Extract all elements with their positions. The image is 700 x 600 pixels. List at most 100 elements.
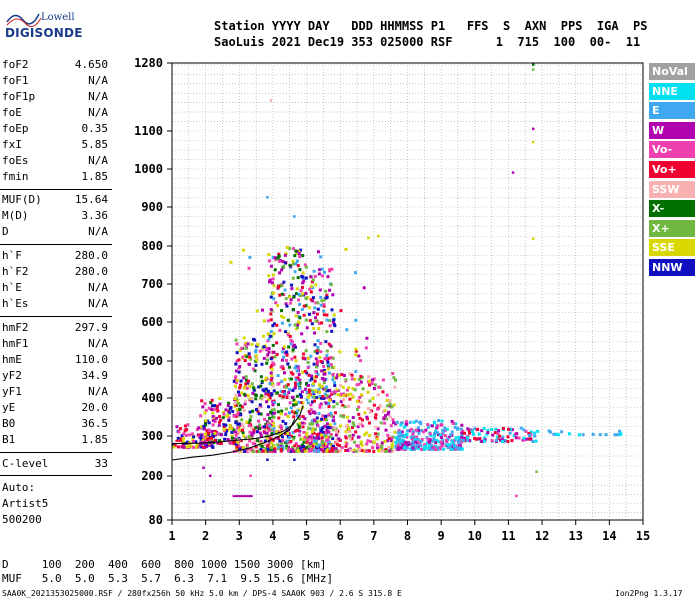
echo-point — [355, 407, 359, 411]
echo-point — [320, 376, 324, 380]
echo-point — [350, 377, 354, 381]
param-value: N/A — [88, 337, 108, 350]
echo-point — [256, 425, 260, 429]
echo-point — [318, 443, 322, 447]
echo-point — [318, 405, 322, 409]
echo-point — [248, 410, 252, 414]
param-name: hmF1 — [2, 337, 29, 350]
param-row: foEs N/A — [2, 154, 108, 170]
echo-point — [261, 348, 265, 352]
echo-point — [262, 345, 266, 349]
echo-point — [227, 409, 231, 413]
echo-point — [304, 276, 308, 280]
echo-point — [405, 422, 409, 426]
echo-point — [304, 446, 308, 450]
param-row: h`E N/A — [2, 281, 108, 297]
echo-point — [332, 415, 336, 419]
echo-point — [351, 395, 355, 399]
echo-point — [330, 449, 334, 453]
param-row: hmF2 297.9 — [2, 321, 108, 337]
echo-point — [522, 436, 526, 440]
echo-point — [182, 436, 186, 440]
echo-point — [194, 440, 198, 444]
echo-point — [260, 397, 264, 401]
echo-point — [450, 419, 454, 423]
echo-point — [313, 331, 317, 335]
echo-point — [255, 309, 259, 313]
echo-point — [496, 435, 500, 439]
echo-point — [280, 358, 284, 362]
echo-point — [327, 363, 331, 367]
echo-point — [351, 421, 355, 425]
echo-point — [434, 431, 438, 435]
echo-point — [273, 256, 277, 260]
echo-point — [197, 426, 201, 430]
echo-point — [298, 415, 302, 419]
echo-point — [296, 276, 300, 280]
echo-point — [217, 423, 221, 427]
echo-point — [434, 447, 438, 451]
echo-point — [221, 410, 225, 414]
echo-point — [314, 316, 318, 320]
echo-point — [313, 427, 317, 431]
header-row-labels: Station YYYY DAY DDD HHMMSS P1 FFS S AXN… — [214, 19, 648, 33]
y-tick-label: 900 — [141, 200, 163, 214]
echo-point — [250, 396, 254, 400]
echo-point — [230, 440, 234, 444]
echo-point — [310, 448, 314, 452]
echo-point — [384, 428, 388, 432]
echo-point — [311, 427, 315, 431]
echo-point — [405, 435, 409, 439]
param-name: foF1p — [2, 90, 36, 103]
echo-point — [279, 447, 283, 451]
echo-point — [313, 274, 317, 278]
echo-point — [389, 447, 393, 451]
echo-point — [243, 449, 247, 453]
param-name: h`F — [2, 249, 22, 262]
echo-point — [450, 430, 454, 434]
echo-point — [268, 424, 272, 428]
echo-point — [248, 255, 252, 259]
echo-point — [251, 441, 255, 445]
echo-point — [411, 432, 415, 436]
echo-point — [213, 420, 217, 424]
echo-point — [376, 393, 380, 397]
echo-point — [368, 434, 372, 438]
echo-point — [258, 431, 262, 435]
echo-point — [369, 440, 373, 444]
echo-point — [267, 423, 271, 427]
echo-point — [202, 424, 206, 428]
echo-point — [281, 364, 285, 368]
echo-point — [233, 402, 237, 406]
echo-point — [305, 397, 309, 401]
echo-point — [280, 309, 284, 313]
echo-point — [333, 411, 337, 415]
param-row: hmE 110.0 — [2, 353, 108, 369]
echo-point — [301, 254, 305, 258]
echo-point — [517, 436, 521, 440]
echo-point — [295, 251, 299, 255]
echo-point — [240, 449, 244, 453]
echo-point — [220, 433, 224, 437]
echo-point — [290, 357, 294, 361]
echo-point — [419, 439, 423, 443]
echo-point — [506, 435, 510, 439]
echo-point — [293, 458, 296, 461]
echo-point — [277, 445, 281, 449]
echo-point — [237, 428, 241, 432]
echo-point — [235, 398, 239, 402]
echo-point — [266, 389, 270, 393]
echo-point — [387, 410, 391, 414]
echo-point — [411, 429, 415, 433]
echo-point — [234, 375, 238, 379]
echo-point — [302, 279, 306, 283]
echo-point — [357, 354, 361, 358]
echo-point — [426, 423, 430, 427]
echo-point — [241, 355, 245, 359]
echo-point — [417, 431, 421, 435]
echo-point — [265, 420, 269, 424]
echo-point — [296, 323, 300, 327]
echo-point — [494, 438, 498, 442]
echo-point — [466, 438, 470, 442]
echo-point — [416, 446, 420, 450]
